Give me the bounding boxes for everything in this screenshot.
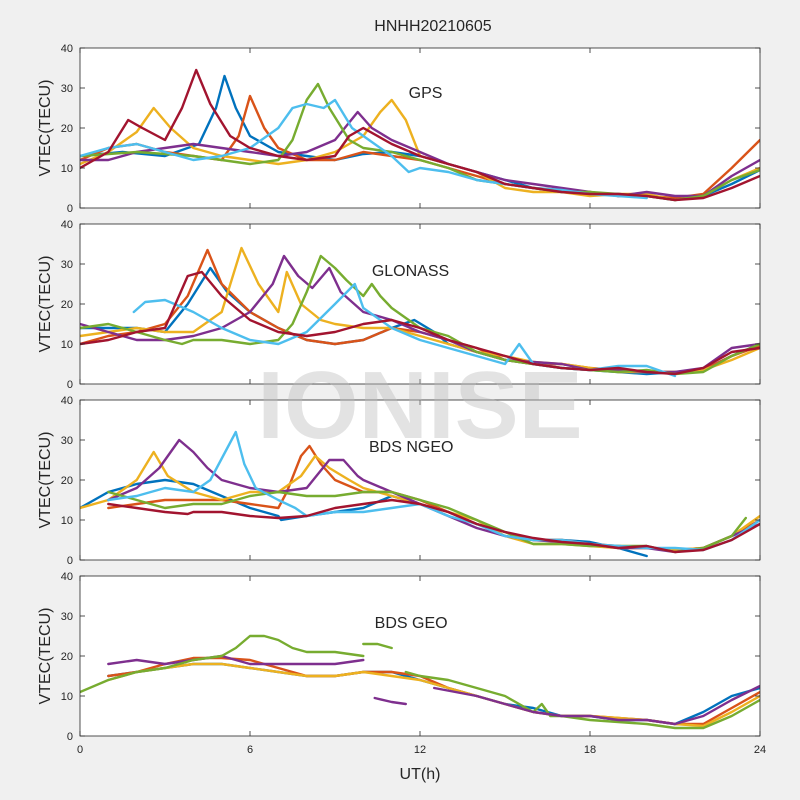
series-line xyxy=(80,270,760,376)
x-tick-label: 18 xyxy=(584,744,596,756)
series-group xyxy=(80,634,760,730)
series-group xyxy=(80,68,760,202)
series-line xyxy=(80,110,760,198)
y-tick-label: 30 xyxy=(61,259,73,271)
series-line xyxy=(80,634,365,694)
y-tick-label: 40 xyxy=(61,395,73,407)
y-axis-label: VTEC(TECU) xyxy=(37,256,54,353)
y-tick-label: 0 xyxy=(67,379,73,391)
x-axis-label: UT(h) xyxy=(400,766,441,783)
series-group xyxy=(80,246,760,378)
y-axis-label: VTEC(TECU) xyxy=(37,432,54,529)
x-tick-label: 24 xyxy=(754,744,766,756)
series-line xyxy=(373,696,407,706)
y-axis-label: VTEC(TECU) xyxy=(37,80,54,177)
plot-area xyxy=(80,48,760,208)
panel-glonass: 0 10 20 30 40 VTEC(TECU) GLONASS xyxy=(37,219,761,391)
panel-label: BDS NGEO xyxy=(369,439,453,456)
y-tick-label: 10 xyxy=(61,691,73,703)
y-tick-label: 20 xyxy=(61,299,73,311)
y-tick-label: 40 xyxy=(61,571,73,583)
panel-label: GPS xyxy=(409,85,443,102)
series-line xyxy=(80,266,760,376)
y-tick-label: 0 xyxy=(67,203,73,215)
series-line xyxy=(80,68,760,202)
series-group xyxy=(80,430,760,558)
y-tick-label: 10 xyxy=(61,339,73,351)
series-line xyxy=(362,642,393,650)
plot-area xyxy=(80,224,760,384)
panel-label: GLONASS xyxy=(372,263,449,280)
figure-title: HNHH20210605 xyxy=(374,18,492,35)
plot-area xyxy=(80,576,760,736)
panels: 0 10 20 30 40 VTEC(TECU) GPS 0 10 20 30 40 VTEC(TECU… xyxy=(37,43,766,756)
y-tick-label: 20 xyxy=(61,475,73,487)
y-tick-label: 40 xyxy=(61,219,73,231)
y-tick-label: 10 xyxy=(61,163,73,175)
plot-area xyxy=(80,400,760,560)
y-axis-label: VTEC(TECU) xyxy=(37,608,54,705)
y-tick-label: 30 xyxy=(61,435,73,447)
panel-label: BDS GEO xyxy=(375,615,448,632)
x-tick-label: 6 xyxy=(247,744,253,756)
y-tick-label: 0 xyxy=(67,555,73,567)
y-tick-label: 40 xyxy=(61,43,73,55)
watermark: IONISE xyxy=(257,352,582,459)
y-tick-label: 30 xyxy=(61,83,73,95)
panel-bds-geo: 0 10 20 30 40 0 6 12 18 24 VTEC(TECU) BDS GEO xyxy=(37,571,766,756)
y-tick-label: 20 xyxy=(61,651,73,663)
panel-bds-ngeo: 0 10 20 30 40 VTEC(TECU) BDS NGEO xyxy=(37,395,761,567)
y-tick-label: 30 xyxy=(61,611,73,623)
series-line xyxy=(80,254,760,376)
series-line xyxy=(107,498,760,554)
y-tick-label: 10 xyxy=(61,515,73,527)
series-line xyxy=(107,654,365,666)
y-tick-label: 20 xyxy=(61,123,73,135)
x-tick-label: 0 xyxy=(77,744,83,756)
x-tick-label: 12 xyxy=(414,744,426,756)
series-line xyxy=(433,684,760,726)
y-tick-label: 0 xyxy=(67,731,73,743)
panel-gps: 0 10 20 30 40 VTEC(TECU) GPS xyxy=(37,43,761,215)
